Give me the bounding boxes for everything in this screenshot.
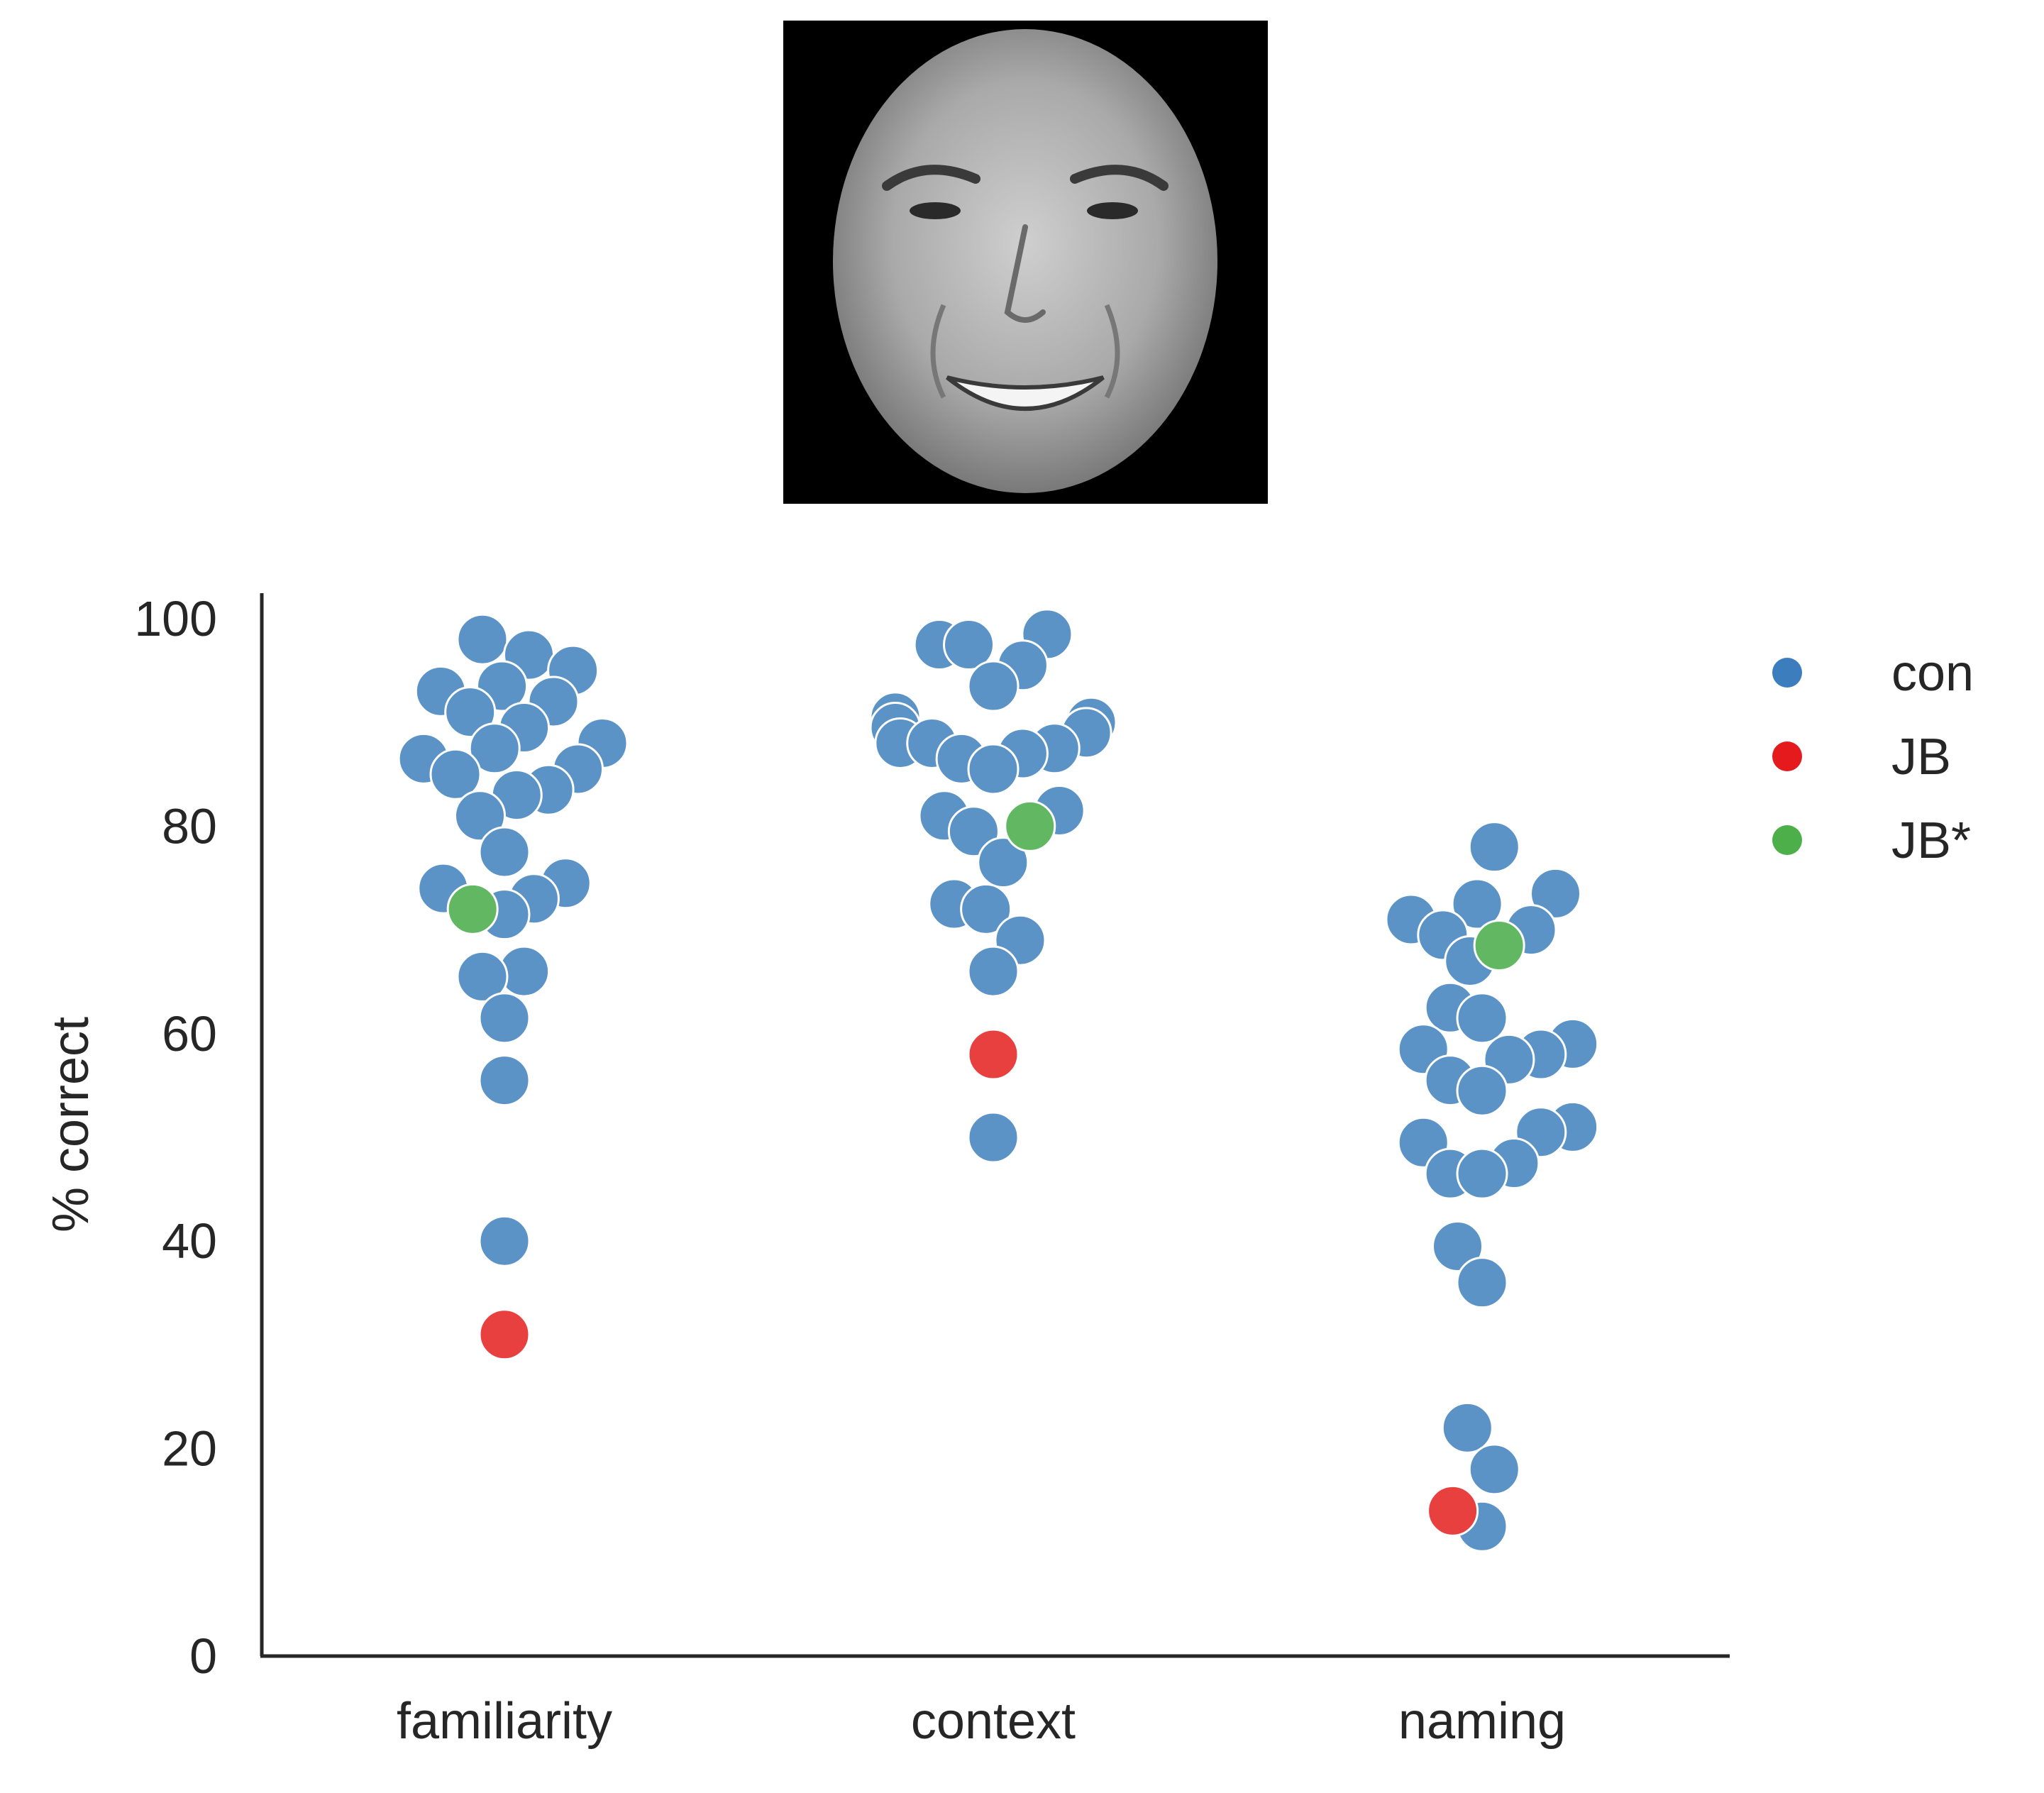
point-jbstar-context <box>1004 800 1056 852</box>
y-tick-label: 40 <box>162 1213 217 1269</box>
y-tick-label: 80 <box>162 798 217 854</box>
point-jbstar-familiarity <box>446 883 499 935</box>
legend-label-jbstar: JB* <box>1891 812 1971 869</box>
y-tick-label: 20 <box>162 1421 217 1477</box>
y-tick-labels: 0 20 40 60 80 100 <box>134 591 217 1684</box>
face-smile-line-right <box>1104 304 1120 399</box>
face-nose <box>1004 224 1046 323</box>
legend-marker-jbstar <box>1772 825 1802 855</box>
y-axis-title: % correct <box>43 1017 99 1232</box>
x-tick-label-familiarity: familiarity <box>397 1693 612 1750</box>
point-con-context <box>967 660 1020 712</box>
y-tick-label: 60 <box>162 1006 217 1061</box>
point-con-familiarity <box>478 1054 531 1107</box>
point-con-familiarity <box>454 790 506 842</box>
point-con-context <box>960 883 1012 935</box>
point-con-familiarity <box>444 686 497 739</box>
x-tick-labels: familiarity context naming <box>397 1693 1566 1750</box>
point-con-familiarity <box>478 826 531 878</box>
point-con-naming <box>1441 1401 1493 1454</box>
point-con-familiarity <box>456 950 509 1003</box>
point-con-context <box>977 837 1029 889</box>
point-jb-naming <box>1427 1484 1479 1537</box>
point-jb-context <box>967 1028 1020 1081</box>
point-con-context <box>967 945 1020 998</box>
point-con-naming <box>1456 1147 1508 1200</box>
point-con-familiarity <box>478 1215 531 1267</box>
point-jbstar-naming <box>1473 920 1525 972</box>
point-con-naming <box>1468 1443 1520 1496</box>
legend-label-jb: JB <box>1891 729 1951 785</box>
point-con-naming <box>1530 867 1581 920</box>
legend-marker-con <box>1772 658 1802 688</box>
legend-marker-jb <box>1772 741 1802 771</box>
point-con-familiarity <box>456 613 509 666</box>
face-left-brow <box>882 165 980 191</box>
data-points <box>397 608 1599 1552</box>
legend: con JB JB* <box>1772 645 1974 869</box>
face-right-eye <box>1087 202 1138 219</box>
point-con-naming <box>1432 1220 1484 1273</box>
point-jb-familiarity <box>478 1308 531 1361</box>
y-tick-label: 0 <box>189 1628 217 1684</box>
point-con-naming <box>1456 992 1508 1044</box>
face-left-eye <box>910 202 961 219</box>
plot-axes <box>260 593 1730 1658</box>
point-con-naming <box>1456 1257 1508 1309</box>
face-right-brow <box>1070 165 1169 191</box>
point-con-familiarity <box>468 722 521 775</box>
x-tick-label-context: context <box>911 1693 1076 1750</box>
face-smile-line-left <box>930 304 946 399</box>
y-tick-label: 100 <box>134 591 217 646</box>
point-con-familiarity <box>429 748 482 800</box>
point-con-naming <box>1468 821 1520 873</box>
legend-label-con: con <box>1891 645 1974 702</box>
point-con-context <box>967 1111 1020 1164</box>
face-mouth <box>946 375 1105 411</box>
point-con-naming <box>1456 1064 1508 1117</box>
face-oval <box>833 29 1217 493</box>
point-con-naming <box>1451 878 1503 930</box>
point-con-context <box>967 743 1020 795</box>
point-con-familiarity <box>478 992 531 1044</box>
point-con-context <box>943 619 995 671</box>
x-tick-label-naming: naming <box>1398 1693 1566 1750</box>
face-photo-icon <box>783 21 1268 504</box>
